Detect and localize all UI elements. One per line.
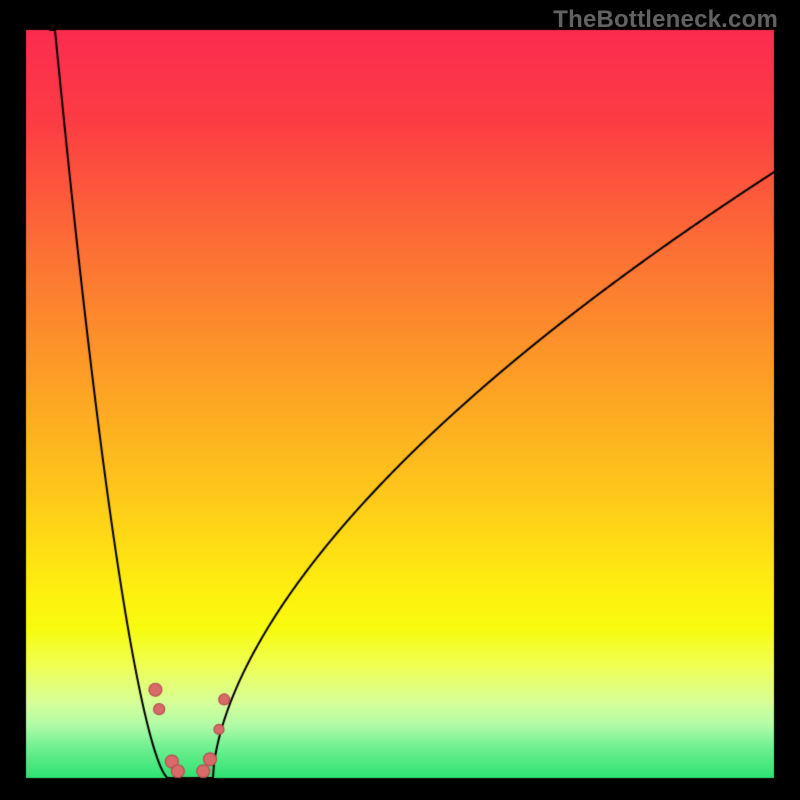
bottleneck-chart-canvas <box>0 0 800 800</box>
watermark-text: TheBottleneck.com <box>553 6 778 34</box>
chart-stage: TheBottleneck.com <box>0 0 800 800</box>
